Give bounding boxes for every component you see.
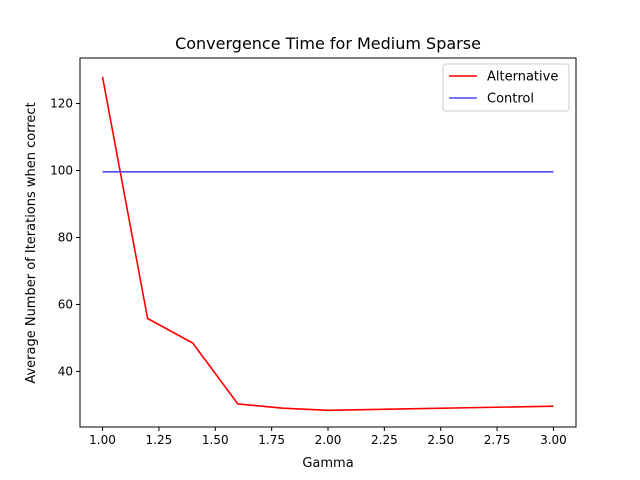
chart-title: Convergence Time for Medium Sparse: [175, 34, 481, 53]
x-tick-label: 1.75: [258, 433, 285, 447]
y-axis-label: Average Number of Iterations when correc…: [24, 102, 39, 383]
y-axis-ticks: 40 60 80 100 120: [50, 97, 80, 378]
y-tick-label: 120: [50, 97, 73, 111]
legend: Alternative Control: [442, 63, 570, 112]
y-tick-label: 80: [58, 230, 73, 244]
x-tick-label: 1.00: [89, 433, 116, 447]
y-tick-label: 40: [58, 364, 73, 378]
y-tick-label: 100: [50, 164, 73, 178]
series-line-alternative: [101, 76, 554, 412]
x-tick-label: 2.75: [484, 433, 511, 447]
x-tick-label: 1.50: [202, 433, 229, 447]
x-tick-label: 2.50: [427, 433, 454, 447]
x-tick-label: 2.25: [371, 433, 398, 447]
y-tick-label: 60: [58, 297, 73, 311]
x-tick-label: 1.25: [146, 433, 173, 447]
legend-label-control: Control: [487, 92, 534, 107]
x-axis-ticks: 1.00 1.25 1.50 1.75 2.00 2.25 2.50 2.75 3.00: [89, 427, 567, 447]
x-axis-label: Gamma: [302, 456, 353, 471]
legend-label-alternative: Alternative: [487, 70, 558, 85]
plot-area: [101, 76, 554, 412]
x-tick-label: 3.00: [540, 433, 567, 447]
x-tick-label: 2.00: [315, 433, 342, 447]
